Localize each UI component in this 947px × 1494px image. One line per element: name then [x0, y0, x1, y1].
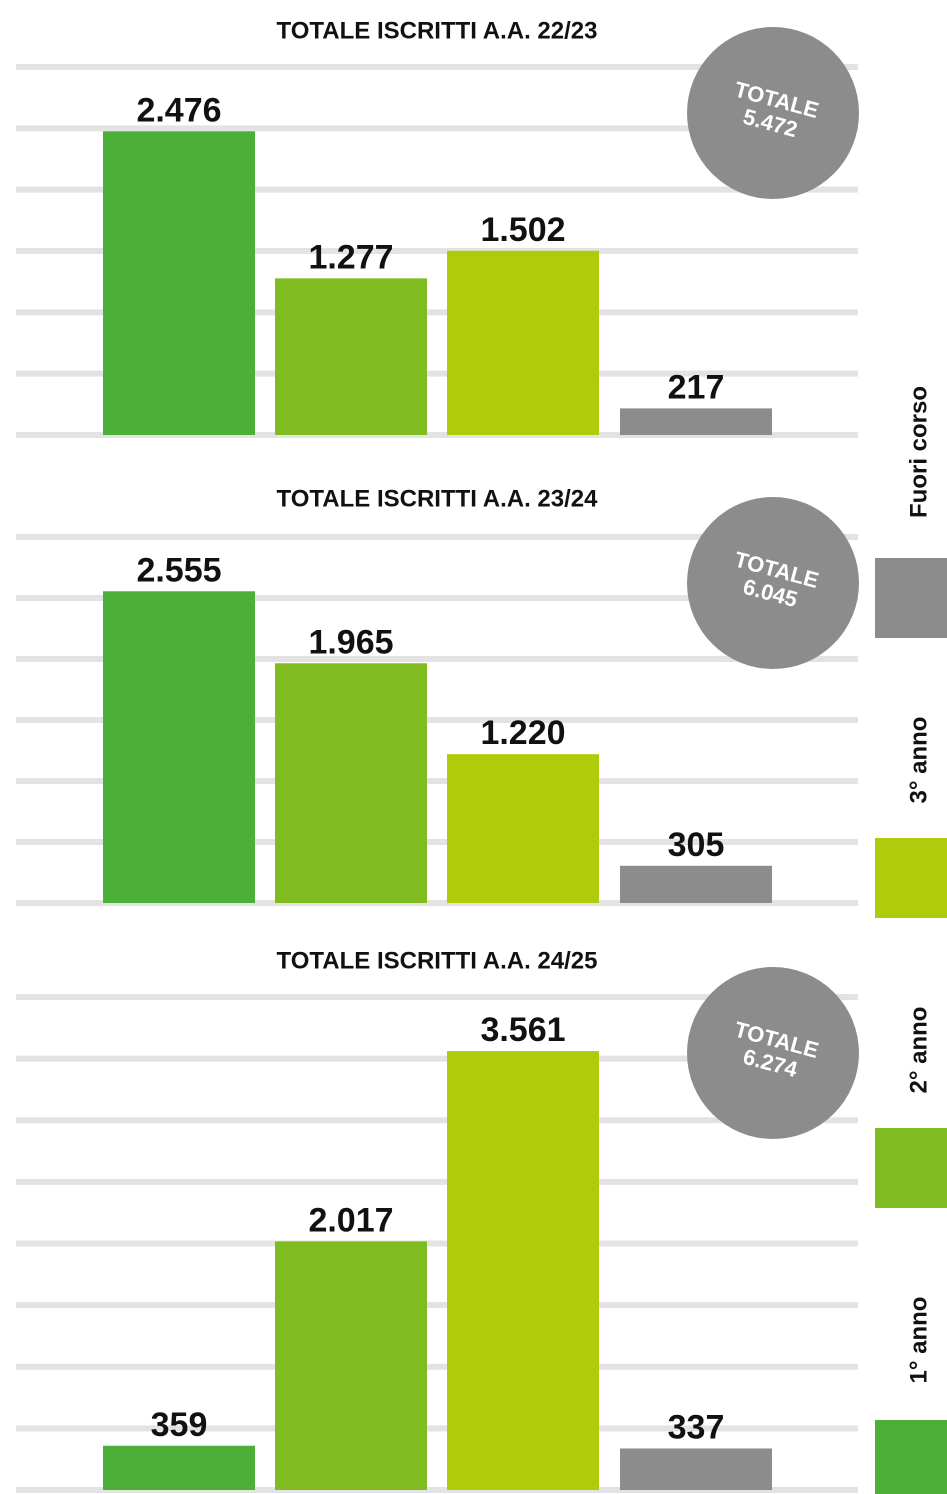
chart-title: TOTALE ISCRITTI A.A. 23/24 — [277, 485, 599, 512]
bar — [103, 131, 255, 435]
value-label: 1.277 — [308, 238, 393, 276]
value-label: 337 — [668, 1408, 725, 1446]
total-badge — [687, 497, 859, 669]
bar — [620, 408, 772, 435]
total-badge — [687, 967, 859, 1139]
bar-chart: TOTALE ISCRITTI A.A. 23/24 2.555 1.965 1.22… — [16, 485, 859, 906]
bar — [275, 1241, 427, 1490]
chart-title: TOTALE ISCRITTI A.A. 24/25 — [277, 947, 598, 974]
bar — [620, 1448, 772, 1490]
legend-label: 2° anno — [905, 1007, 932, 1094]
legend-swatch — [875, 558, 947, 638]
bar — [447, 754, 599, 903]
value-label: 2.476 — [136, 91, 221, 129]
bar — [103, 591, 255, 903]
value-label: 1.502 — [480, 211, 565, 249]
legend-swatch — [875, 838, 947, 918]
legend-swatch — [875, 1420, 947, 1494]
value-label: 305 — [668, 826, 725, 864]
bar — [275, 278, 427, 435]
bar-chart: TOTALE ISCRITTI A.A. 22/23 2.476 1.277 1.50… — [16, 17, 859, 438]
value-label: 2.555 — [136, 551, 221, 589]
value-label: 359 — [151, 1406, 208, 1444]
total-badge — [687, 27, 859, 199]
bar — [447, 1051, 599, 1490]
legend-label: 1° anno — [905, 1297, 932, 1384]
bar — [447, 250, 599, 435]
legend-label: Fuori corso — [905, 386, 932, 518]
value-label: 1.220 — [480, 714, 565, 752]
value-label: 3.561 — [480, 1011, 565, 1049]
legend-swatch — [875, 1128, 947, 1208]
value-label: 2.017 — [308, 1201, 393, 1239]
bar — [275, 663, 427, 903]
value-label: 1.965 — [308, 623, 393, 661]
value-label: 217 — [668, 368, 725, 406]
bar — [103, 1445, 255, 1490]
bar-chart: TOTALE ISCRITTI A.A. 24/25 359 2.017 3.561 3… — [16, 947, 859, 1493]
legend-label: 3° anno — [905, 717, 932, 804]
bar — [620, 865, 772, 903]
chart-title: TOTALE ISCRITTI A.A. 22/23 — [277, 17, 598, 44]
